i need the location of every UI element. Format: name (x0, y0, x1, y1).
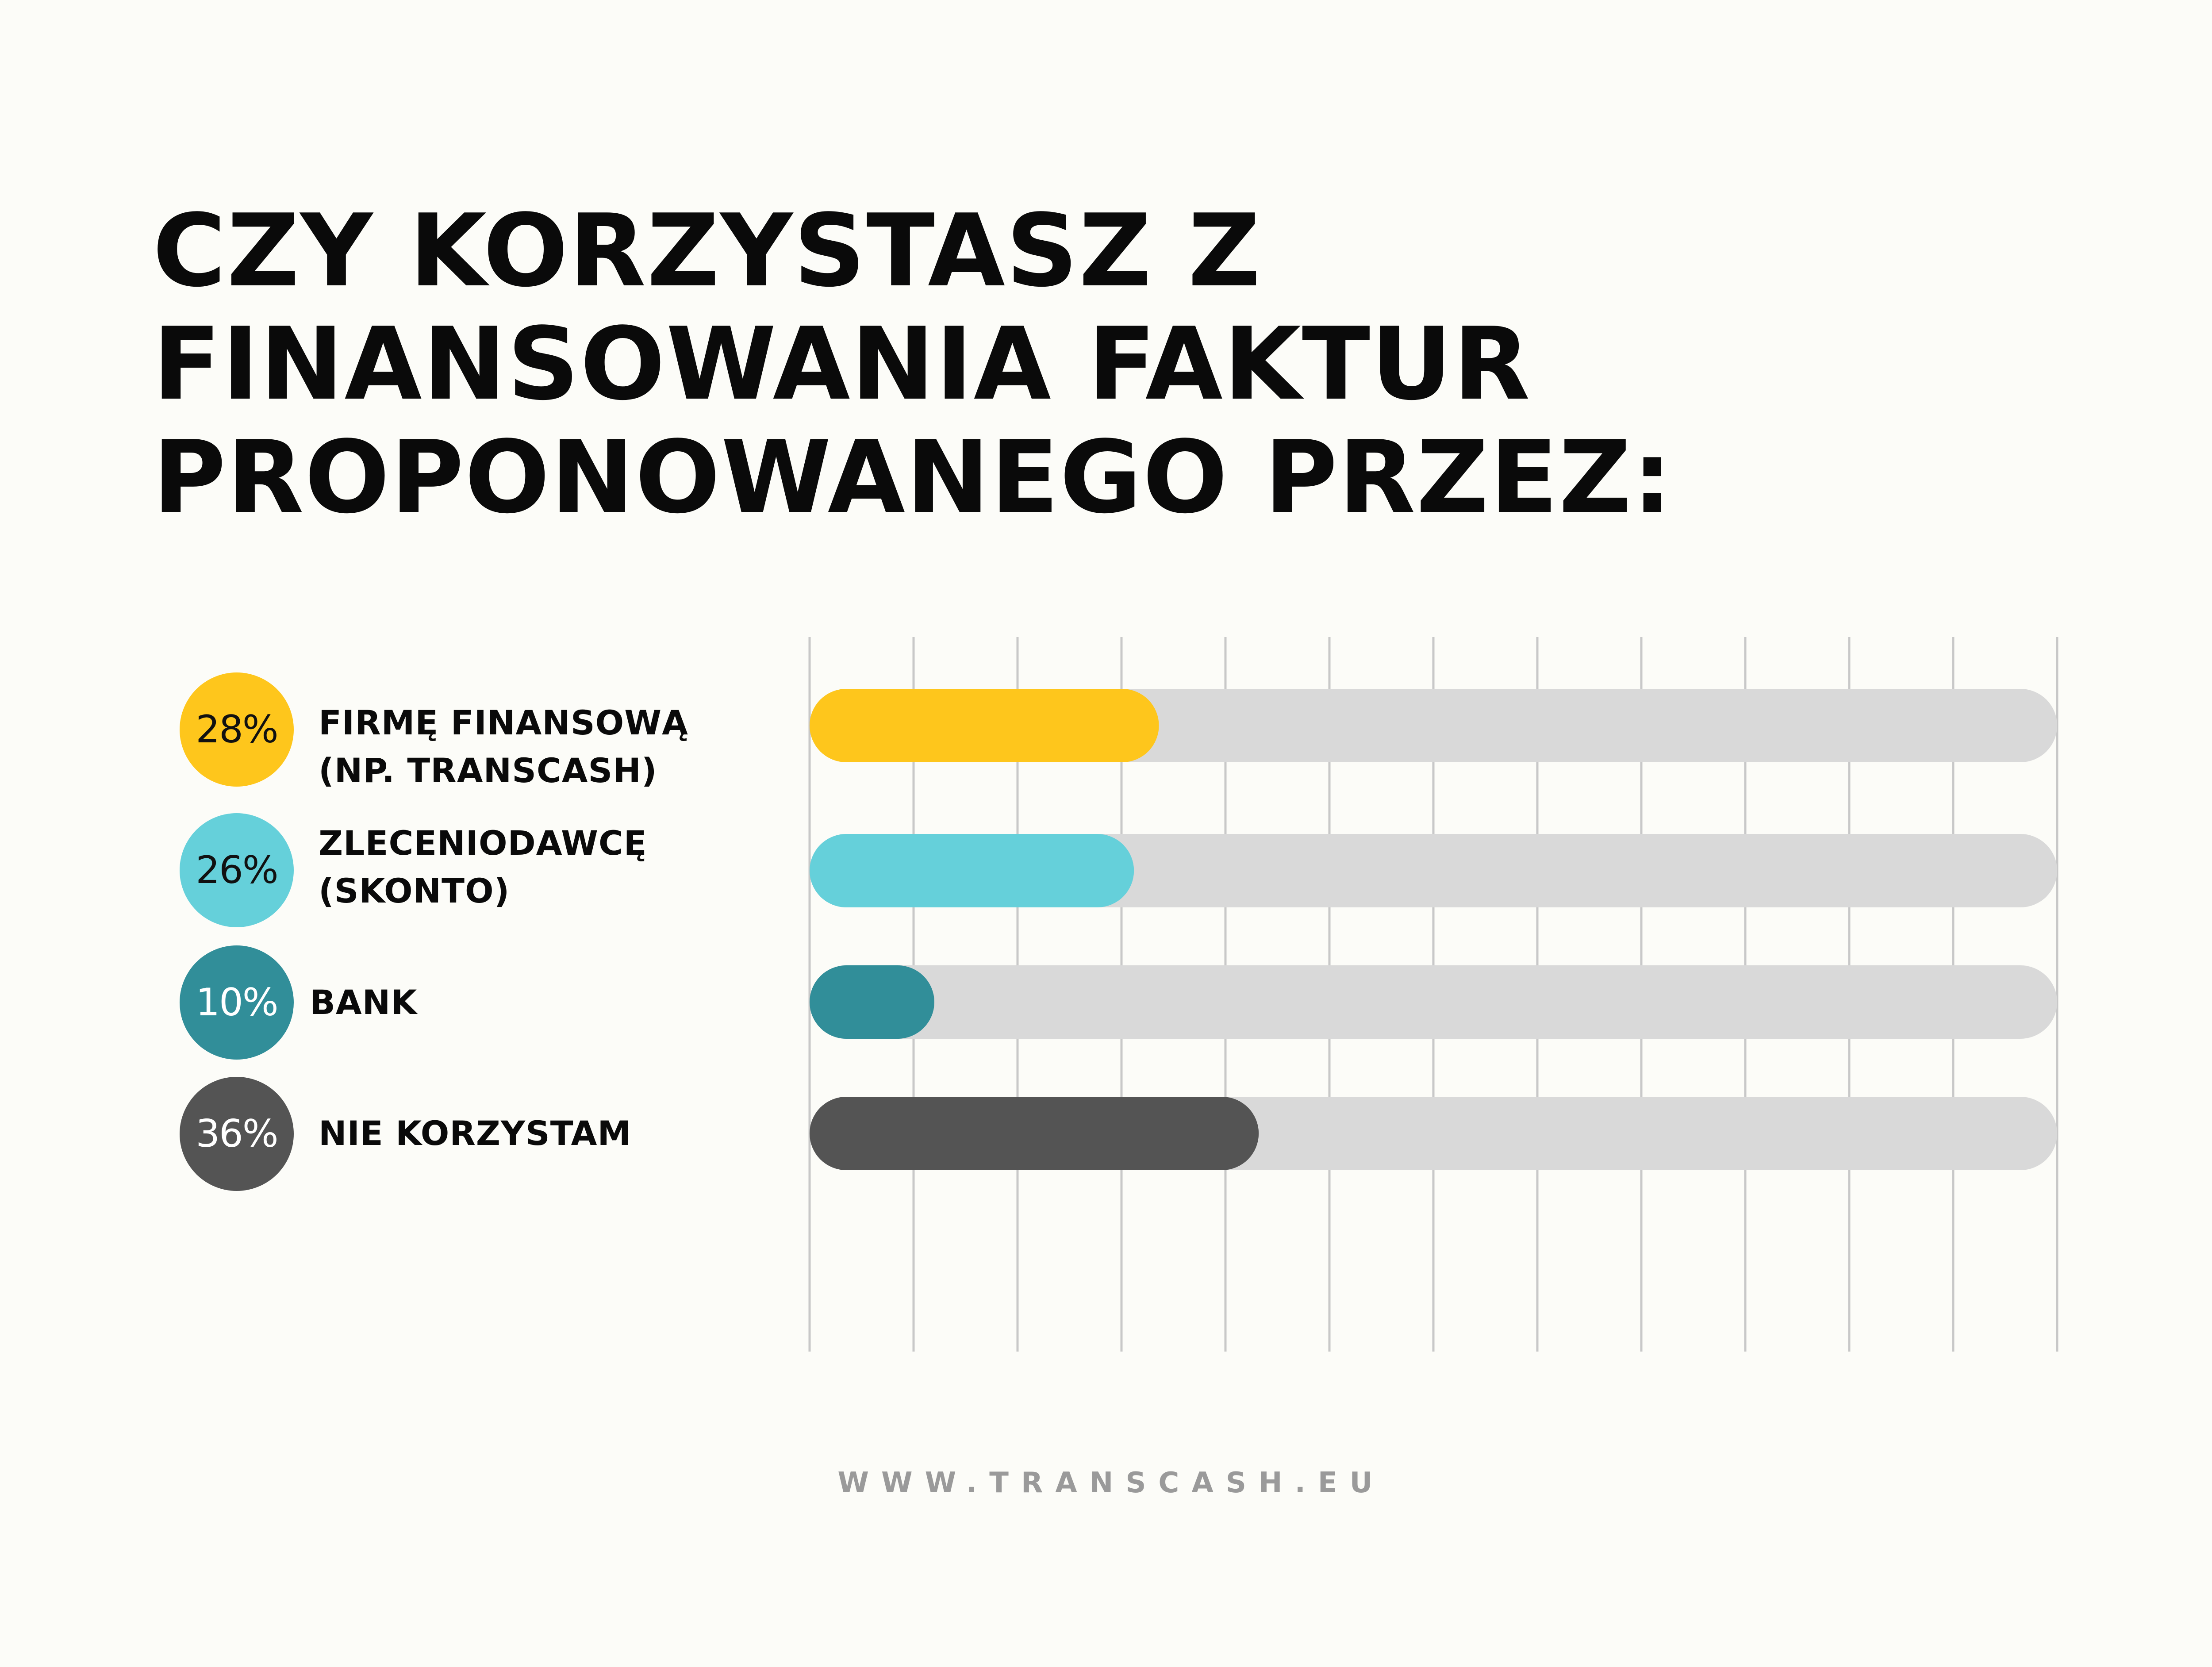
percent-badge-zleceniodawca: 26% (180, 813, 294, 927)
category-label-line: FIRMĘ FINANSOWĄ (319, 703, 688, 742)
category-label-line: ZLECENIODAWCĘ (319, 823, 647, 863)
percent-badge-label: 26% (196, 848, 278, 892)
category-label-nie-korzystam: NIE KORZYSTAM (319, 1110, 631, 1157)
percent-badge-bank: 10% (180, 945, 294, 1060)
bar-layer (810, 689, 1259, 1170)
category-label-line: (NP. TRANSCASH) (319, 751, 657, 790)
category-label-firma-finansowa: FIRMĘ FINANSOWĄ (NP. TRANSCASH) (319, 699, 688, 795)
percent-badge-label: 28% (196, 707, 278, 752)
chart-title: CZY KORZYSTASZ Z FINANSOWANIA FAKTUR PRO… (153, 195, 2055, 534)
category-label-zleceniodawca: ZLECENIODAWCĘ (SKONTO) (319, 819, 647, 915)
bar-3 (810, 1097, 1259, 1170)
bar-track (810, 965, 2057, 1039)
percent-badge-firma-finansowa: 28% (180, 672, 294, 787)
category-label-line: (SKONTO) (319, 871, 510, 910)
title-line: PROPONOWANEGO PRZEZ: (153, 419, 1673, 536)
percent-badge-label: 10% (196, 980, 278, 1025)
title-line: FINANSOWANIA FAKTUR (153, 306, 1531, 423)
percent-badge-label: 36% (196, 1112, 278, 1156)
category-label-line: NIE KORZYSTAM (319, 1114, 632, 1153)
percent-badge-nie-korzystam: 36% (180, 1077, 294, 1191)
category-label-line: BANK (310, 983, 418, 1022)
category-label-bank: BANK (310, 979, 417, 1026)
title-line: CZY KORZYSTASZ Z (153, 193, 1262, 309)
bar-2 (810, 965, 934, 1039)
website-footer: WWW.TRANSCASH.EU (837, 1467, 1385, 1499)
bar-1 (810, 834, 1134, 907)
bar-0 (810, 689, 1159, 762)
